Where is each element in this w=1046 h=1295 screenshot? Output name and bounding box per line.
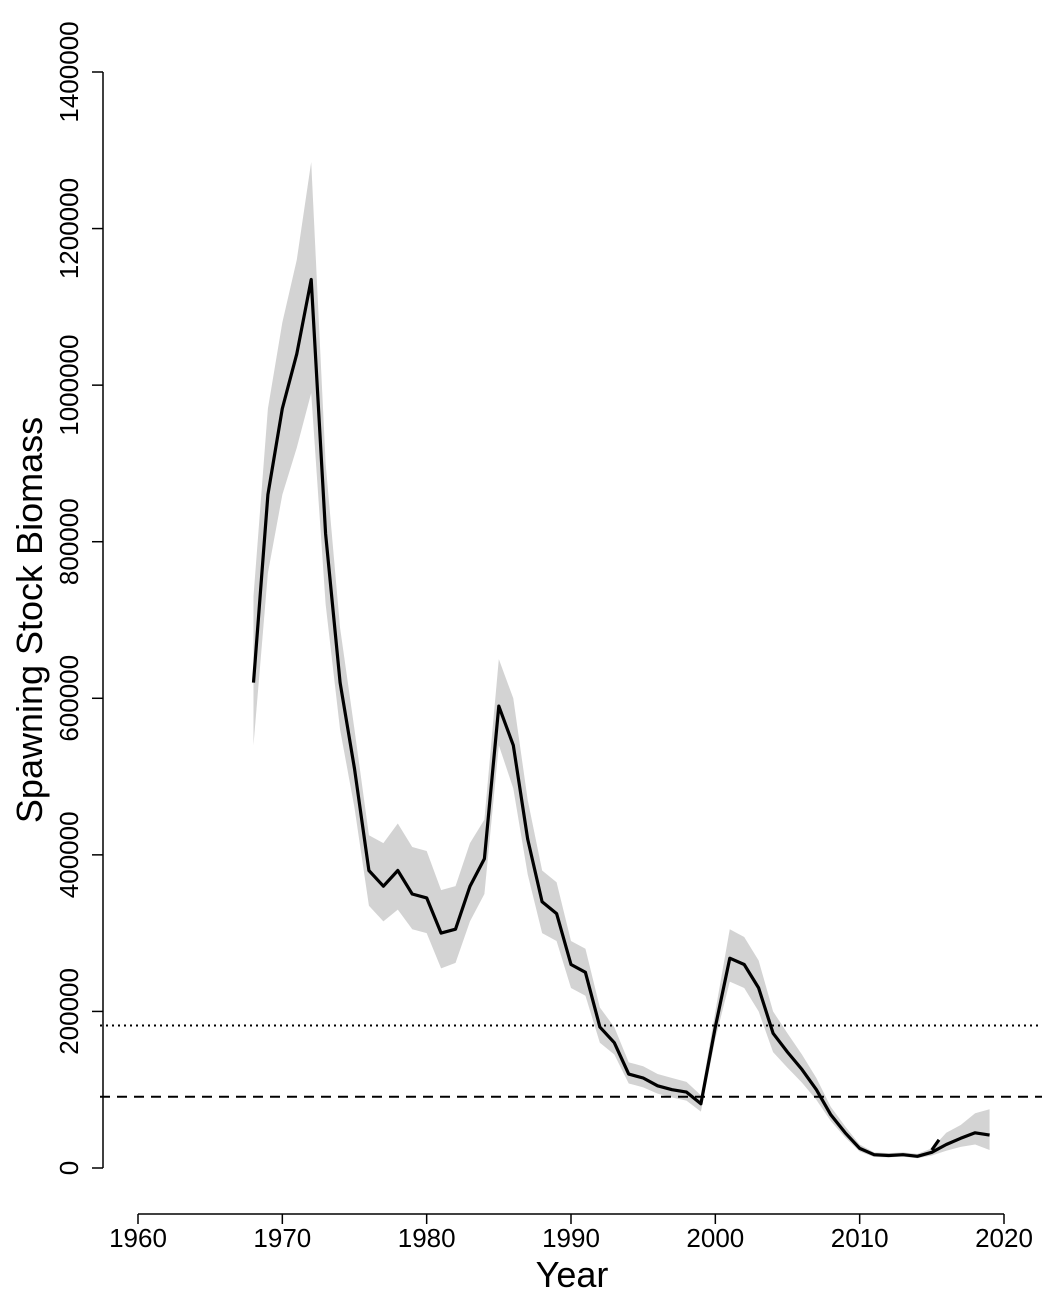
- y-tick-label: 1400000: [54, 21, 84, 122]
- confidence-band-layer: [253, 162, 990, 1159]
- x-tick-label: 1990: [542, 1223, 600, 1253]
- x-tick-label: 1970: [253, 1223, 311, 1253]
- confidence-band: [253, 162, 990, 1159]
- x-tick-label: 2010: [831, 1223, 889, 1253]
- ssb-estimate-line: [251, 277, 990, 1158]
- x-ticks: 1960 1970 1980 1990 2000 2010 2020: [109, 1214, 1033, 1253]
- y-tick-label: 1200000: [54, 178, 84, 279]
- axes-layer: [102, 72, 1004, 1215]
- y-ticks: 0 200000 400000 600000 800000 1000000 1200000 1…: [54, 21, 103, 1175]
- x-tick-label: 1960: [109, 1223, 167, 1253]
- x-tick-label: 1980: [398, 1223, 456, 1253]
- x-tick-label: 2020: [975, 1223, 1033, 1253]
- y-tick-label: 400000: [54, 811, 84, 898]
- x-axis-title: Year: [536, 1254, 609, 1295]
- y-tick-label: 800000: [54, 498, 84, 585]
- y-tick-label: 600000: [54, 655, 84, 742]
- y-tick-label: 1000000: [54, 335, 84, 436]
- series-layer: [100, 277, 1042, 1158]
- y-tick-label: 0: [54, 1161, 84, 1175]
- retrospective-line: [930, 1138, 941, 1151]
- x-tick-label: 2000: [686, 1223, 744, 1253]
- y-axis-title: Spawning Stock Biomass: [9, 417, 50, 823]
- y-tick-label: 200000: [54, 968, 84, 1055]
